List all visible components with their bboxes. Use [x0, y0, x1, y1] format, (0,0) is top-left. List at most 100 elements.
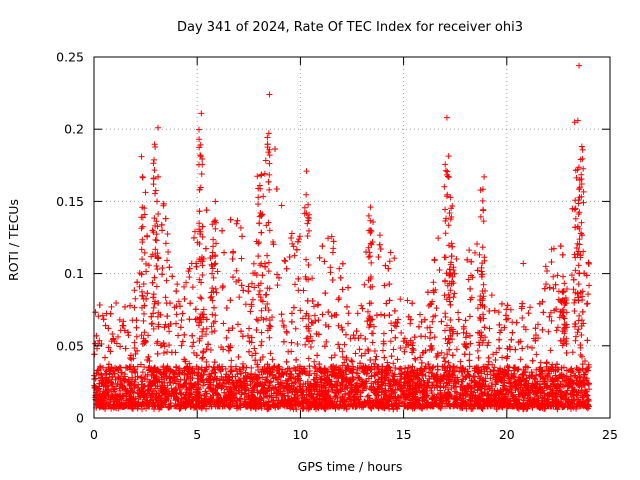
data-point: [160, 350, 167, 357]
data-point: [339, 348, 346, 355]
data-point: [535, 321, 542, 328]
data-point: [266, 152, 273, 159]
data-point: [274, 282, 281, 289]
data-point: [239, 385, 246, 392]
data-point: [547, 347, 554, 354]
data-point: [361, 281, 368, 288]
data-point: [358, 302, 365, 309]
data-point: [586, 282, 593, 289]
data-point: [136, 283, 143, 290]
data-point: [572, 337, 579, 344]
data-point: [367, 227, 374, 234]
data-point: [269, 314, 276, 321]
data-point: [327, 269, 334, 276]
data-point: [527, 304, 534, 311]
data-point: [296, 233, 303, 240]
data-point: [264, 301, 271, 308]
data-point: [548, 246, 555, 253]
data-point: [228, 357, 235, 364]
data-point: [94, 345, 101, 352]
data-point: [323, 338, 330, 345]
data-point: [251, 284, 258, 291]
data-point: [181, 376, 188, 383]
data-point: [519, 314, 526, 321]
data-point: [495, 309, 502, 316]
data-point: [336, 345, 343, 352]
data-point: [412, 356, 419, 363]
data-point: [585, 291, 592, 298]
data-point: [339, 354, 346, 361]
data-point: [543, 281, 550, 288]
data-point: [533, 366, 540, 373]
data-point: [397, 296, 404, 303]
data-point: [189, 284, 196, 291]
data-point: [533, 351, 540, 358]
data-point: [110, 367, 117, 374]
data-point: [364, 370, 371, 377]
data-point: [365, 392, 372, 399]
data-point: [154, 266, 161, 273]
data-point: [194, 378, 201, 385]
data-point: [490, 351, 497, 358]
data-point: [213, 289, 220, 296]
data-points: [91, 62, 593, 413]
data-point: [155, 211, 162, 217]
data-point: [139, 369, 146, 376]
data-point: [236, 294, 243, 301]
data-point: [445, 359, 452, 366]
data-point: [152, 190, 159, 197]
data-point: [430, 313, 437, 320]
data-point: [475, 354, 482, 361]
data-point: [248, 280, 255, 287]
data-point: [429, 318, 436, 325]
data-point: [380, 347, 387, 354]
data-point: [311, 358, 318, 365]
data-point: [207, 347, 214, 354]
data-point: [391, 255, 398, 262]
data-point: [260, 193, 267, 200]
data-point: [181, 283, 188, 290]
data-point: [568, 272, 575, 279]
data-point: [186, 274, 193, 281]
data-point: [145, 332, 152, 339]
data-point: [387, 338, 394, 345]
data-point: [131, 304, 138, 311]
data-point: [173, 311, 180, 318]
data-point: [164, 382, 171, 389]
data-point: [144, 371, 151, 378]
data-point: [185, 268, 192, 275]
data-point: [233, 220, 240, 227]
data-point: [162, 294, 169, 301]
data-point: [328, 233, 335, 240]
data-point: [269, 356, 276, 363]
data-point: [433, 305, 440, 312]
data-point: [555, 296, 562, 303]
data-point: [435, 235, 442, 242]
data-point: [178, 317, 185, 324]
data-point: [310, 303, 317, 310]
data-point: [132, 351, 139, 358]
data-point: [199, 355, 206, 362]
data-point: [311, 312, 318, 319]
data-point: [99, 312, 106, 319]
data-point: [345, 320, 352, 327]
data-point: [372, 356, 379, 363]
data-point: [189, 343, 196, 350]
data-point: [584, 300, 591, 307]
data-point: [140, 317, 147, 324]
data-point: [164, 230, 171, 237]
data-point: [289, 240, 296, 247]
data-point: [388, 327, 395, 334]
data-point: [348, 357, 355, 364]
data-point: [132, 295, 139, 302]
data-point: [554, 272, 561, 279]
data-point: [203, 331, 210, 338]
data-point: [131, 287, 138, 294]
data-point: [292, 325, 299, 332]
data-point: [431, 334, 438, 341]
data-point: [404, 297, 411, 304]
data-point: [488, 292, 495, 299]
data-point: [420, 377, 427, 384]
data-point: [296, 236, 303, 243]
